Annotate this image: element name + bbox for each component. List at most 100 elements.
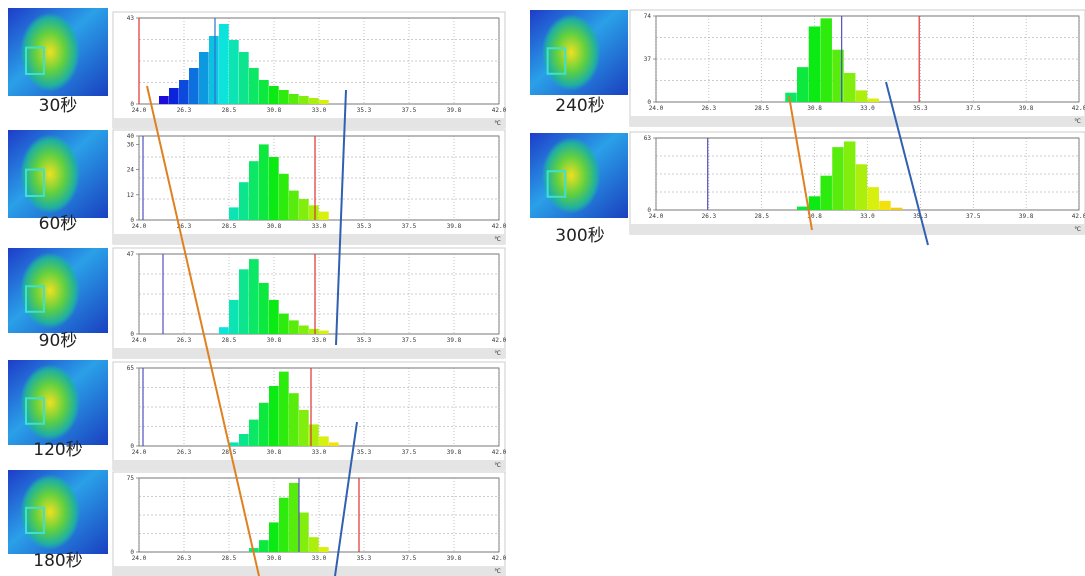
x-tick-label: 30.8 <box>807 105 822 112</box>
y-tick-label: 65 <box>127 365 135 372</box>
y-tick-label: 0 <box>130 217 134 224</box>
thermal-face <box>20 12 80 91</box>
unit-strip <box>113 566 505 576</box>
y-tick-label: 12 <box>127 192 135 199</box>
histogram-bar <box>289 483 299 552</box>
histogram-bar <box>249 420 259 446</box>
x-tick-label: 37.5 <box>402 449 417 456</box>
x-tick-label: 42.0 <box>1072 105 1085 112</box>
x-tick-label: 28.5 <box>755 213 770 220</box>
histogram-bar <box>209 36 219 104</box>
y-tick-label: 43 <box>127 15 135 22</box>
x-tick-label: 30.8 <box>267 223 282 230</box>
time-label: 300秒 <box>555 226 604 246</box>
x-tick-label: 30.8 <box>267 449 282 456</box>
histogram-bar <box>891 208 902 210</box>
histogram-bar <box>299 410 309 446</box>
x-tick-label: 33.0 <box>312 449 327 456</box>
x-tick-label: 33.0 <box>312 107 327 114</box>
x-tick-label: 28.5 <box>222 223 237 230</box>
histogram-bar <box>309 329 319 334</box>
x-tick-label: 35.3 <box>913 105 928 112</box>
histogram-bar <box>269 157 279 220</box>
histogram-bar <box>319 436 329 446</box>
x-tick-label: 39.8 <box>1019 213 1034 220</box>
histogram-bar <box>319 331 329 334</box>
x-tick-label: 26.3 <box>702 213 717 220</box>
y-tick-label: 74 <box>644 13 652 20</box>
histogram-bar <box>797 207 808 210</box>
histogram-bar <box>319 547 329 552</box>
y-tick-label: 75 <box>127 475 135 482</box>
x-tick-label: 24.0 <box>132 555 147 562</box>
x-tick-label: 33.0 <box>860 213 875 220</box>
histogram-bar <box>279 372 289 446</box>
histogram-bar <box>329 442 339 446</box>
thermal-face <box>20 364 80 441</box>
x-tick-label: 30.8 <box>267 107 282 114</box>
panel: 90秒℃24.026.328.530.833.035.337.539.842.0… <box>8 248 507 358</box>
x-axis-unit: ℃ <box>494 462 501 469</box>
histogram-bar <box>259 540 269 552</box>
histogram-bar <box>319 212 329 220</box>
histogram-bar <box>229 442 239 446</box>
x-tick-label: 39.8 <box>447 555 462 562</box>
histogram-bar <box>269 86 279 104</box>
histogram-bar <box>309 537 319 552</box>
histogram-bar <box>249 259 259 334</box>
x-tick-label: 42.0 <box>492 555 507 562</box>
histogram-bar <box>239 52 249 104</box>
histogram-bar <box>249 161 259 220</box>
x-axis-unit: ℃ <box>1074 118 1081 125</box>
histogram-bar <box>844 141 855 210</box>
thermal-face <box>20 474 80 550</box>
histogram-bar <box>299 513 309 552</box>
histogram-bar <box>868 99 879 102</box>
thermal-face <box>542 14 601 91</box>
histogram-bar <box>239 269 249 334</box>
x-tick-label: 37.5 <box>402 337 417 344</box>
x-tick-label: 33.0 <box>312 555 327 562</box>
x-axis-unit: ℃ <box>494 236 501 243</box>
x-tick-label: 33.0 <box>312 223 327 230</box>
x-tick-label: 42.0 <box>492 107 507 114</box>
x-tick-label: 37.5 <box>402 555 417 562</box>
histogram-bar <box>279 314 289 334</box>
y-tick-label: 0 <box>130 549 134 556</box>
histogram-bar <box>289 191 299 220</box>
histogram-bar <box>269 522 279 552</box>
panel: 300秒℃24.026.328.530.833.035.337.539.842.… <box>530 132 1085 246</box>
x-tick-label: 28.5 <box>222 555 237 562</box>
unit-strip <box>113 348 505 358</box>
y-tick-label: 40 <box>127 133 135 140</box>
time-label: 60秒 <box>39 214 78 234</box>
x-tick-label: 42.0 <box>492 449 507 456</box>
x-tick-label: 35.3 <box>357 555 372 562</box>
histogram-bar <box>879 201 890 210</box>
histogram-bar <box>856 90 867 102</box>
x-tick-label: 24.0 <box>132 107 147 114</box>
panel: 60秒℃24.026.328.530.833.035.337.539.842.0… <box>8 130 507 244</box>
unit-strip <box>113 460 505 470</box>
x-tick-label: 26.3 <box>177 337 192 344</box>
y-tick-label: 63 <box>644 135 652 142</box>
histogram-bar <box>259 144 269 220</box>
x-tick-label: 24.0 <box>132 337 147 344</box>
histogram-bar <box>299 96 309 104</box>
unit-strip <box>630 116 1085 126</box>
time-label: 90秒 <box>39 331 78 351</box>
histogram-bar <box>809 26 820 102</box>
histogram-bar <box>821 18 832 102</box>
histogram-bar <box>219 24 229 104</box>
x-axis-unit: ℃ <box>1074 226 1081 233</box>
x-tick-label: 39.8 <box>447 337 462 344</box>
thermal-face <box>20 252 80 329</box>
histogram-bar <box>809 196 820 210</box>
time-label: 180秒 <box>33 551 82 571</box>
x-tick-label: 30.8 <box>267 555 282 562</box>
x-tick-label: 26.3 <box>177 107 192 114</box>
x-tick-label: 26.3 <box>177 555 192 562</box>
